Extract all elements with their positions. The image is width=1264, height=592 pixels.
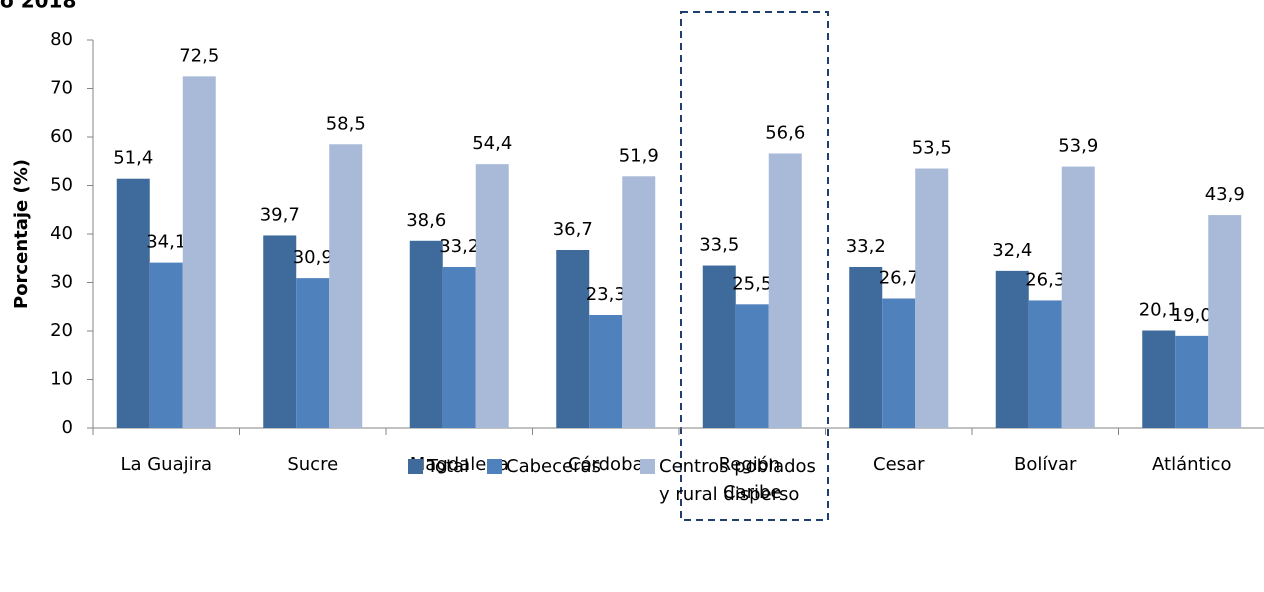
value-label: 51,9 xyxy=(619,145,659,166)
y-tick-label: 0 xyxy=(62,417,73,438)
value-label: 26,7 xyxy=(879,268,919,289)
bar xyxy=(589,314,623,428)
bar xyxy=(116,178,150,428)
legend-swatch xyxy=(487,459,502,474)
value-label: 25,5 xyxy=(732,273,772,294)
y-axis-label: Porcentaje (%) xyxy=(11,159,32,309)
legend-swatch xyxy=(408,459,423,474)
value-label: 39,7 xyxy=(260,204,300,225)
value-label: 58,5 xyxy=(326,113,366,134)
value-label: 36,7 xyxy=(553,219,593,240)
legend-swatch xyxy=(640,459,655,474)
bar xyxy=(702,265,736,428)
y-tick-label: 60 xyxy=(50,126,73,147)
value-label: 53,9 xyxy=(1058,136,1098,157)
bar xyxy=(263,235,297,428)
value-label: 53,5 xyxy=(912,138,952,159)
bar xyxy=(1028,300,1062,428)
bar xyxy=(849,266,883,428)
x-tick-label: Bolívar xyxy=(1014,454,1077,475)
bar xyxy=(296,278,330,428)
x-tick-label: Sucre xyxy=(287,454,338,475)
value-label: 20,1 xyxy=(1139,300,1179,321)
highlight-box xyxy=(680,11,829,521)
bar xyxy=(915,168,949,428)
value-label: 34,1 xyxy=(146,232,186,253)
y-tick-label: 40 xyxy=(50,223,73,244)
legend-label: Cabeceras xyxy=(506,456,601,477)
bar xyxy=(1061,166,1095,428)
y-tick-label: 80 xyxy=(50,29,73,50)
x-tick-label: Magdalena xyxy=(410,454,509,475)
bar xyxy=(735,304,769,428)
value-label: 54,4 xyxy=(472,133,512,154)
bar xyxy=(475,164,509,428)
value-label: 33,2 xyxy=(846,236,886,257)
y-tick-label: 10 xyxy=(50,369,73,390)
bar xyxy=(442,266,476,428)
bar xyxy=(1142,330,1176,428)
legend-label: Centros poblados y rural disperso xyxy=(659,456,822,505)
value-label: 51,4 xyxy=(113,148,153,169)
y-tick-label: 70 xyxy=(50,78,73,99)
value-label: 23,3 xyxy=(586,284,626,305)
bar xyxy=(556,250,590,428)
value-label: 32,4 xyxy=(992,240,1032,261)
bar xyxy=(149,262,183,428)
x-tick-label: La Guajira xyxy=(120,454,212,475)
bar xyxy=(622,176,656,428)
bar xyxy=(882,298,916,428)
value-label: 56,6 xyxy=(765,122,805,143)
bar xyxy=(409,240,443,428)
y-tick-label: 20 xyxy=(50,320,73,341)
bar xyxy=(1208,215,1242,428)
x-tick-label: Región Caribe xyxy=(719,454,786,503)
value-label: 38,6 xyxy=(406,210,446,231)
bar xyxy=(182,76,216,428)
value-label: 72,5 xyxy=(179,45,219,66)
x-tick-label: Córdoba xyxy=(568,454,644,475)
x-tick-label: Cesar xyxy=(873,454,925,475)
value-label: 26,3 xyxy=(1025,269,1065,290)
legend-label: Total xyxy=(426,456,469,477)
value-label: 43,9 xyxy=(1205,184,1245,205)
value-label: 30,9 xyxy=(293,247,333,268)
bar xyxy=(1175,335,1209,428)
value-label: 33,5 xyxy=(699,235,739,256)
value-label: 19,0 xyxy=(1172,305,1212,326)
bar xyxy=(768,153,802,429)
bar xyxy=(329,144,363,428)
value-label: 33,2 xyxy=(439,236,479,257)
bar xyxy=(995,270,1029,428)
chart-title: o 2018 xyxy=(0,0,76,13)
y-tick-label: 50 xyxy=(50,175,73,196)
y-tick-label: 30 xyxy=(50,272,73,293)
x-tick-label: Atlántico xyxy=(1152,454,1231,475)
